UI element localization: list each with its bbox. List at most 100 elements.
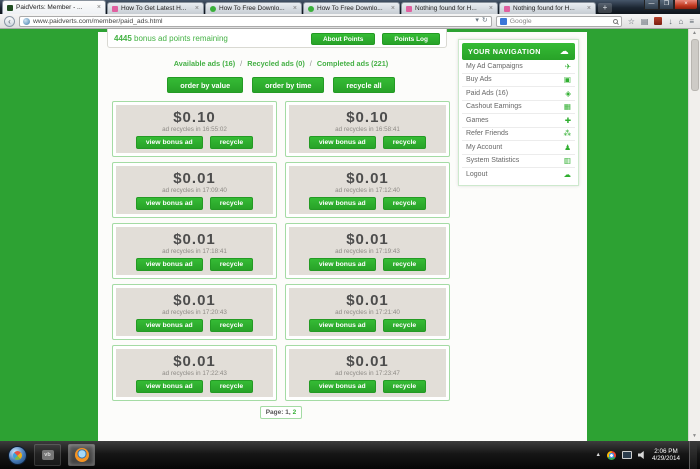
sidebar-item-system-statistics[interactable]: System Statistics ▥ — [462, 155, 575, 168]
page-scrollbar[interactable]: ▲ ▼ — [688, 29, 700, 441]
sidebar-item-my-ad-campaigns[interactable]: My Ad Campaigns ✈ — [462, 60, 575, 74]
taskbar-clock[interactable]: 2:06 PM 4/29/2014 — [652, 448, 680, 463]
ad-card-buttons: view bonus ad recycle — [308, 135, 427, 149]
history-icon[interactable]: ▤ — [640, 16, 649, 26]
start-button[interactable] — [8, 445, 27, 465]
recycle-button[interactable]: recycle — [382, 257, 427, 271]
view-bonus-ad-button[interactable]: view bonus ad — [308, 318, 376, 332]
url-text[interactable]: www.paidverts.com/member/paid_ads.html — [33, 17, 163, 25]
ad-price: $0.01 — [346, 352, 389, 370]
ad-price: $0.10 — [173, 108, 216, 126]
recycled-ads-link[interactable]: Recycled ads (0) — [247, 59, 305, 68]
ad-recycle-countdown: ad recycles in 17:09:40 — [162, 186, 227, 194]
order-by-time-button[interactable]: order by time — [252, 77, 325, 93]
browser-tab-bar: PaidVerts: Member - ... × How To Get Lates… — [0, 0, 700, 14]
home-icon[interactable]: ⌂ — [678, 16, 684, 26]
tab-close-icon[interactable]: × — [488, 5, 493, 12]
available-ads-link[interactable]: Available ads (16) — [173, 59, 236, 68]
my-account-icon: ♟ — [564, 142, 571, 152]
tab-close-icon[interactable]: × — [194, 5, 199, 12]
view-bonus-ad-button[interactable]: view bonus ad — [308, 257, 376, 271]
recycle-button[interactable]: recycle — [209, 196, 254, 210]
view-bonus-ad-button[interactable]: view bonus ad — [308, 196, 376, 210]
recycle-button[interactable]: recycle — [209, 135, 254, 149]
recycle-button[interactable]: recycle — [382, 379, 427, 393]
view-bonus-ad-button[interactable]: view bonus ad — [308, 379, 376, 393]
tab-title: Nothing found for H... — [415, 5, 477, 12]
about-points-button[interactable]: About Points — [310, 33, 376, 45]
sidebar-item-buy-ads[interactable]: Buy Ads ▣ — [462, 74, 575, 87]
maximize-button[interactable]: ❐ — [659, 0, 674, 10]
recycle-button[interactable]: recycle — [209, 318, 254, 332]
sidebar-item-cashout-earnings[interactable]: Cashout Earnings ▦ — [462, 101, 575, 114]
back-button[interactable]: ‹ — [4, 15, 15, 27]
sidebar-item-my-account[interactable]: My Account ♟ — [462, 141, 575, 155]
recycle-button[interactable]: recycle — [209, 379, 254, 393]
ad-recycle-countdown: ad recycles in 17:18:41 — [162, 247, 227, 255]
reload-icon[interactable]: ↻ — [481, 17, 488, 24]
recycle-button[interactable]: recycle — [382, 196, 427, 210]
close-button[interactable]: × — [674, 0, 698, 10]
volume-icon[interactable] — [637, 451, 644, 459]
recycle-button[interactable]: recycle — [382, 318, 427, 332]
scroll-down-icon[interactable]: ▼ — [692, 433, 697, 439]
order-by-value-button[interactable]: order by value — [167, 77, 244, 93]
sidebar-item-logout[interactable]: Logout ☁ — [462, 168, 575, 182]
points-log-button[interactable]: Points Log — [382, 33, 440, 45]
recycle-button[interactable]: recycle — [382, 135, 427, 149]
search-icon[interactable] — [612, 18, 618, 24]
search-engine-icon[interactable] — [499, 17, 507, 25]
ad-price: $0.01 — [346, 230, 389, 248]
view-bonus-ad-button[interactable]: view bonus ad — [135, 196, 203, 210]
taskbar-app-button[interactable]: vb — [34, 444, 61, 466]
view-bonus-ad-button[interactable]: view bonus ad — [135, 318, 203, 332]
tray-expand-icon[interactable]: ▲ — [595, 452, 601, 458]
sidebar-item-paid-ads[interactable]: Paid Ads (16) ◈ — [462, 87, 575, 101]
main-content: 4445 bonus ad points remaining About Poi… — [98, 29, 464, 441]
ad-card: $0.10 ad recycles in 16:55:02 view bonus a… — [112, 101, 277, 157]
tab-close-icon[interactable]: × — [96, 4, 101, 11]
ad-card: $0.01 ad recycles in 17:21:40 view bonus a… — [285, 284, 450, 340]
network-tray-icon[interactable] — [621, 451, 632, 459]
ad-price: $0.10 — [346, 108, 389, 126]
view-bonus-ad-button[interactable]: view bonus ad — [135, 379, 203, 393]
pagination-box: Page: 1, 2 — [259, 406, 303, 419]
new-tab-button[interactable]: + — [598, 3, 612, 13]
downloads-icon[interactable]: ↓ — [668, 16, 673, 26]
tab-favicon-icon — [406, 5, 412, 12]
taskbar-firefox-button[interactable] — [68, 444, 95, 466]
ad-card: $0.01 ad recycles in 17:19:43 view bonus a… — [285, 223, 450, 279]
browser-tab[interactable]: Nothing found for H... × — [401, 2, 498, 14]
completed-ads-link[interactable]: Completed ads (221) — [316, 59, 389, 68]
sidebar-item-refer-friends[interactable]: Refer Friends ⁂ — [462, 128, 575, 141]
ad-card-body: $0.01 ad recycles in 17:23:47 view bonus a… — [289, 349, 446, 397]
minimize-button[interactable]: — — [644, 0, 659, 10]
menu-icon[interactable]: ≡ — [689, 16, 694, 26]
view-bonus-ad-button[interactable]: view bonus ad — [135, 257, 203, 271]
ads-filter-links: Available ads (16) / Recycled ads (0) / Comp… — [98, 59, 464, 68]
show-desktop-button[interactable] — [689, 441, 697, 469]
view-bonus-ad-button[interactable]: view bonus ad — [135, 135, 203, 149]
tab-close-icon[interactable]: × — [292, 5, 297, 12]
ad-card-body: $0.10 ad recycles in 16:58:41 view bonus a… — [289, 105, 446, 153]
tab-close-icon[interactable]: × — [390, 5, 395, 12]
page-2-link[interactable]: 2 — [292, 409, 297, 416]
url-dropdown-icon[interactable]: ▾ — [475, 17, 479, 24]
browser-tab[interactable]: How To Get Latest H... × — [107, 2, 204, 14]
search-input[interactable]: Google — [495, 15, 622, 27]
scroll-up-icon[interactable]: ▲ — [692, 30, 697, 36]
sidebar-item-games[interactable]: Games ✚ — [462, 114, 575, 128]
recycle-all-button[interactable]: recycle all — [333, 77, 395, 93]
url-bar[interactable]: www.paidverts.com/member/paid_ads.html ▾… — [19, 15, 492, 27]
browser-tab[interactable]: How To Free Downlo... × — [303, 2, 400, 14]
view-bonus-ad-button[interactable]: view bonus ad — [308, 135, 376, 149]
browser-tab[interactable]: How To Free Downlo... × — [205, 2, 302, 14]
tab-close-icon[interactable]: × — [586, 5, 591, 12]
addon-icon[interactable] — [654, 17, 663, 25]
chrome-tray-icon[interactable] — [606, 450, 616, 460]
browser-tab[interactable]: PaidVerts: Member - ... × — [2, 0, 106, 14]
recycle-button[interactable]: recycle — [209, 257, 254, 271]
browser-tab[interactable]: Nothing found for H... × — [499, 2, 596, 14]
bookmark-star-icon[interactable]: ☆ — [627, 16, 635, 26]
scrollbar-thumb[interactable] — [691, 39, 699, 91]
